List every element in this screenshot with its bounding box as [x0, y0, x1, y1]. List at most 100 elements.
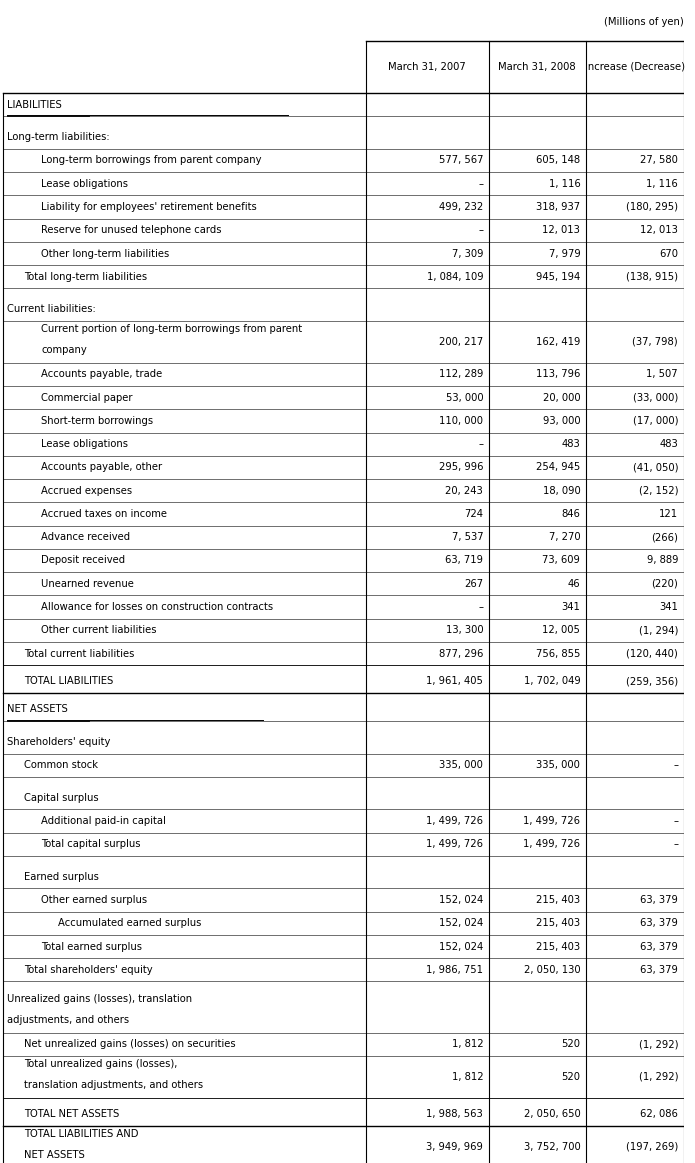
Text: 215, 403: 215, 403 [536, 919, 580, 928]
Text: 1, 961, 405: 1, 961, 405 [426, 677, 483, 686]
Text: 12, 013: 12, 013 [640, 226, 678, 235]
Text: Total unrealized gains (losses),: Total unrealized gains (losses), [24, 1059, 177, 1069]
Text: 63, 379: 63, 379 [640, 965, 678, 975]
Text: 63, 719: 63, 719 [445, 556, 483, 565]
Text: Total long-term liabilities: Total long-term liabilities [24, 272, 147, 281]
Text: Advance received: Advance received [41, 533, 130, 542]
Text: 2, 050, 650: 2, 050, 650 [523, 1110, 580, 1119]
Text: 1, 116: 1, 116 [548, 179, 580, 188]
Text: 3, 949, 969: 3, 949, 969 [426, 1142, 483, 1151]
Text: (1, 292): (1, 292) [639, 1040, 678, 1049]
Text: 254, 945: 254, 945 [536, 463, 580, 472]
Text: NET ASSETS: NET ASSETS [24, 1150, 85, 1160]
Text: Net unrealized gains (losses) on securities: Net unrealized gains (losses) on securit… [24, 1040, 236, 1049]
Text: Shareholders' equity: Shareholders' equity [7, 737, 111, 747]
Text: 318, 937: 318, 937 [536, 202, 580, 212]
Text: 605, 148: 605, 148 [536, 156, 580, 165]
Text: Total current liabilities: Total current liabilities [24, 649, 134, 658]
Text: 152, 024: 152, 024 [439, 919, 483, 928]
Text: Other long-term liabilities: Other long-term liabilities [41, 249, 170, 258]
Text: –: – [478, 226, 483, 235]
Text: (1, 292): (1, 292) [639, 1072, 678, 1082]
Text: Current liabilities:: Current liabilities: [7, 305, 96, 314]
Text: Increase (Decrease): Increase (Decrease) [584, 62, 685, 72]
Text: 53, 000: 53, 000 [445, 393, 483, 402]
Text: 73, 609: 73, 609 [542, 556, 580, 565]
Text: (180, 295): (180, 295) [626, 202, 678, 212]
Text: Total capital surplus: Total capital surplus [41, 840, 140, 849]
Text: 152, 024: 152, 024 [439, 896, 483, 905]
Text: 1, 116: 1, 116 [646, 179, 678, 188]
Text: 63, 379: 63, 379 [640, 896, 678, 905]
Text: 1, 499, 726: 1, 499, 726 [426, 840, 483, 849]
Text: 63, 379: 63, 379 [640, 919, 678, 928]
Text: 1, 084, 109: 1, 084, 109 [427, 272, 483, 281]
Text: (37, 798): (37, 798) [632, 337, 678, 347]
Text: Additional paid-in capital: Additional paid-in capital [41, 816, 166, 826]
Text: 267: 267 [464, 579, 483, 588]
Text: 499, 232: 499, 232 [439, 202, 483, 212]
Text: (17, 000): (17, 000) [632, 416, 678, 426]
Text: 215, 403: 215, 403 [536, 896, 580, 905]
Text: 1, 499, 726: 1, 499, 726 [523, 840, 580, 849]
Text: 7, 270: 7, 270 [548, 533, 580, 542]
Text: 110, 000: 110, 000 [439, 416, 483, 426]
Text: 520: 520 [562, 1072, 580, 1082]
Text: adjustments, and others: adjustments, and others [7, 1015, 129, 1025]
Text: Accumulated earned surplus: Accumulated earned surplus [58, 919, 202, 928]
Text: 1, 812: 1, 812 [452, 1040, 483, 1049]
Text: TOTAL LIABILITIES AND: TOTAL LIABILITIES AND [24, 1129, 138, 1139]
Text: –: – [478, 440, 483, 449]
Text: Accounts payable, trade: Accounts payable, trade [41, 370, 162, 379]
Text: 756, 855: 756, 855 [536, 649, 580, 658]
Text: 162, 419: 162, 419 [536, 337, 580, 347]
Text: 670: 670 [659, 249, 678, 258]
Text: 200, 217: 200, 217 [439, 337, 483, 347]
Text: (33, 000): (33, 000) [632, 393, 678, 402]
Text: Liability for employees' retirement benefits: Liability for employees' retirement bene… [41, 202, 256, 212]
Text: Accrued expenses: Accrued expenses [41, 486, 132, 495]
Text: Total earned surplus: Total earned surplus [41, 942, 142, 951]
Text: Current portion of long-term borrowings from parent: Current portion of long-term borrowings … [41, 324, 302, 335]
Text: Unearned revenue: Unearned revenue [41, 579, 134, 588]
Text: 341: 341 [562, 602, 580, 612]
Text: Unrealized gains (losses), translation: Unrealized gains (losses), translation [7, 994, 192, 1004]
Text: 93, 000: 93, 000 [543, 416, 580, 426]
Text: 63, 379: 63, 379 [640, 942, 678, 951]
Text: Long-term liabilities:: Long-term liabilities: [7, 133, 109, 142]
Text: March 31, 2008: March 31, 2008 [498, 62, 576, 72]
Text: Reserve for unused telephone cards: Reserve for unused telephone cards [41, 226, 222, 235]
Text: 1, 702, 049: 1, 702, 049 [523, 677, 580, 686]
Text: Allowance for losses on construction contracts: Allowance for losses on construction con… [41, 602, 273, 612]
Text: 1, 499, 726: 1, 499, 726 [426, 816, 483, 826]
Text: 483: 483 [562, 440, 580, 449]
Text: LIABILITIES: LIABILITIES [7, 100, 62, 109]
Text: 13, 300: 13, 300 [445, 626, 483, 635]
Text: 20, 243: 20, 243 [445, 486, 483, 495]
Text: Other earned surplus: Other earned surplus [41, 896, 147, 905]
Text: TOTAL LIABILITIES: TOTAL LIABILITIES [24, 677, 113, 686]
Text: (2, 152): (2, 152) [639, 486, 678, 495]
Text: 7, 537: 7, 537 [452, 533, 483, 542]
Text: –: – [673, 816, 678, 826]
Text: 27, 580: 27, 580 [640, 156, 678, 165]
Text: 1, 507: 1, 507 [646, 370, 678, 379]
Text: Accrued taxes on income: Accrued taxes on income [41, 509, 167, 519]
Text: Lease obligations: Lease obligations [41, 179, 128, 188]
Text: translation adjustments, and others: translation adjustments, and others [24, 1080, 203, 1090]
Text: –: – [673, 840, 678, 849]
Text: 341: 341 [659, 602, 678, 612]
Text: (197, 269): (197, 269) [626, 1142, 678, 1151]
Text: (120, 440): (120, 440) [626, 649, 678, 658]
Text: –: – [673, 761, 678, 770]
Text: (220): (220) [651, 579, 678, 588]
Text: 12, 013: 12, 013 [542, 226, 580, 235]
Text: 121: 121 [659, 509, 678, 519]
Text: Short-term borrowings: Short-term borrowings [41, 416, 153, 426]
Text: company: company [41, 345, 87, 356]
Text: –: – [478, 179, 483, 188]
Text: 152, 024: 152, 024 [439, 942, 483, 951]
Text: (259, 356): (259, 356) [626, 677, 678, 686]
Text: 945, 194: 945, 194 [536, 272, 580, 281]
Text: (138, 915): (138, 915) [626, 272, 678, 281]
